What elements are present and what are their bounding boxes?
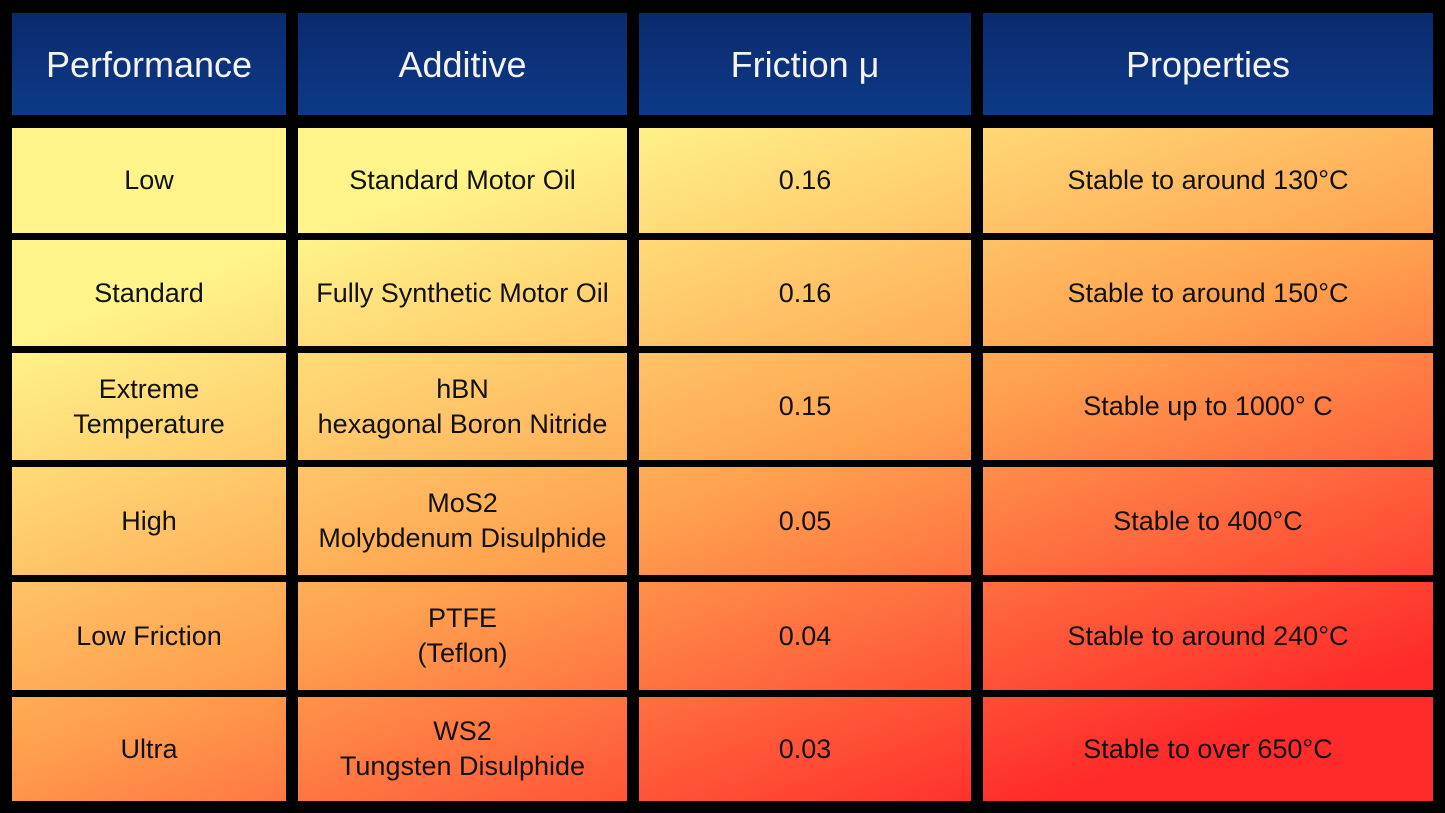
cell-additive: PTFE (Teflon) <box>298 582 627 690</box>
performance-text: Standard <box>94 277 204 308</box>
cell-additive: Standard Motor Oil <box>298 128 627 233</box>
additive-text: Molybdenum Disulphide <box>318 523 607 553</box>
cell-friction: 0.16 <box>639 128 971 233</box>
additive-text: hBN <box>436 373 489 404</box>
cell-performance: Ultra <box>12 697 286 801</box>
performance-text: Low Friction <box>76 620 222 651</box>
friction-text: 0.15 <box>778 391 832 421</box>
performance-text: Ultra <box>120 733 178 764</box>
properties-text: Stable to over 650°C <box>1083 733 1333 764</box>
cell-properties: Stable to around 150°C <box>983 240 1433 346</box>
cell-additive: hBN hexagonal Boron Nitride <box>298 353 627 460</box>
performance-text: Low <box>124 165 174 195</box>
friction-text: 0.04 <box>778 620 832 651</box>
cell-performance: Standard <box>12 240 286 346</box>
cell-properties: Stable up to 1000° C <box>983 353 1433 460</box>
properties-text: Stable to around 130°C <box>1067 165 1349 195</box>
additive-text: PTFE <box>427 603 497 633</box>
performance-text: High <box>121 505 177 536</box>
performance-text: Temperature <box>73 408 225 439</box>
properties-text: Stable up to 1000° C <box>1083 391 1333 421</box>
properties-text: Stable to around 150°C <box>1067 277 1349 308</box>
friction-text: 0.16 <box>778 277 832 308</box>
cell-properties: Stable to over 650°C <box>983 697 1433 801</box>
cell-friction: 0.05 <box>639 467 971 575</box>
cell-performance: Low Friction <box>12 582 286 690</box>
friction-text: 0.16 <box>778 165 832 195</box>
additive-text: Tungsten Disulphide <box>339 751 586 781</box>
header-friction: Friction μ <box>639 13 971 115</box>
friction-text: 0.03 <box>778 733 832 764</box>
cell-friction: 0.04 <box>639 582 971 690</box>
cell-additive: Fully Synthetic Motor Oil <box>298 240 627 346</box>
additive-text: WS2 <box>433 716 492 746</box>
cell-performance: Extreme Temperature <box>12 353 286 460</box>
additive-text: Standard Motor Oil <box>349 165 576 195</box>
friction-text: 0.05 <box>778 505 832 536</box>
header-performance: Performance <box>12 13 286 115</box>
properties-text: Stable to around 240°C <box>1067 620 1349 651</box>
header-properties: Properties <box>983 13 1433 115</box>
header-additive: Additive <box>298 13 627 115</box>
properties-text: Stable to 400°C <box>1113 505 1303 536</box>
additive-text: (Teflon) <box>417 638 508 668</box>
cell-properties: Stable to around 130°C <box>983 128 1433 233</box>
additive-text: hexagonal Boron Nitride <box>317 408 608 439</box>
cell-friction: 0.16 <box>639 240 971 346</box>
additive-text: Fully Synthetic Motor Oil <box>316 277 609 308</box>
cell-properties: Stable to around 240°C <box>983 582 1433 690</box>
cell-additive: MoS2 Molybdenum Disulphide <box>298 467 627 575</box>
cell-friction: 0.15 <box>639 353 971 460</box>
cell-performance: High <box>12 467 286 575</box>
cell-properties: Stable to 400°C <box>983 467 1433 575</box>
cell-performance: Low <box>12 128 286 233</box>
cell-additive: WS2 Tungsten Disulphide <box>298 697 627 801</box>
performance-text: Extreme <box>98 373 200 404</box>
additive-text: MoS2 <box>427 488 498 518</box>
cell-friction: 0.03 <box>639 697 971 801</box>
